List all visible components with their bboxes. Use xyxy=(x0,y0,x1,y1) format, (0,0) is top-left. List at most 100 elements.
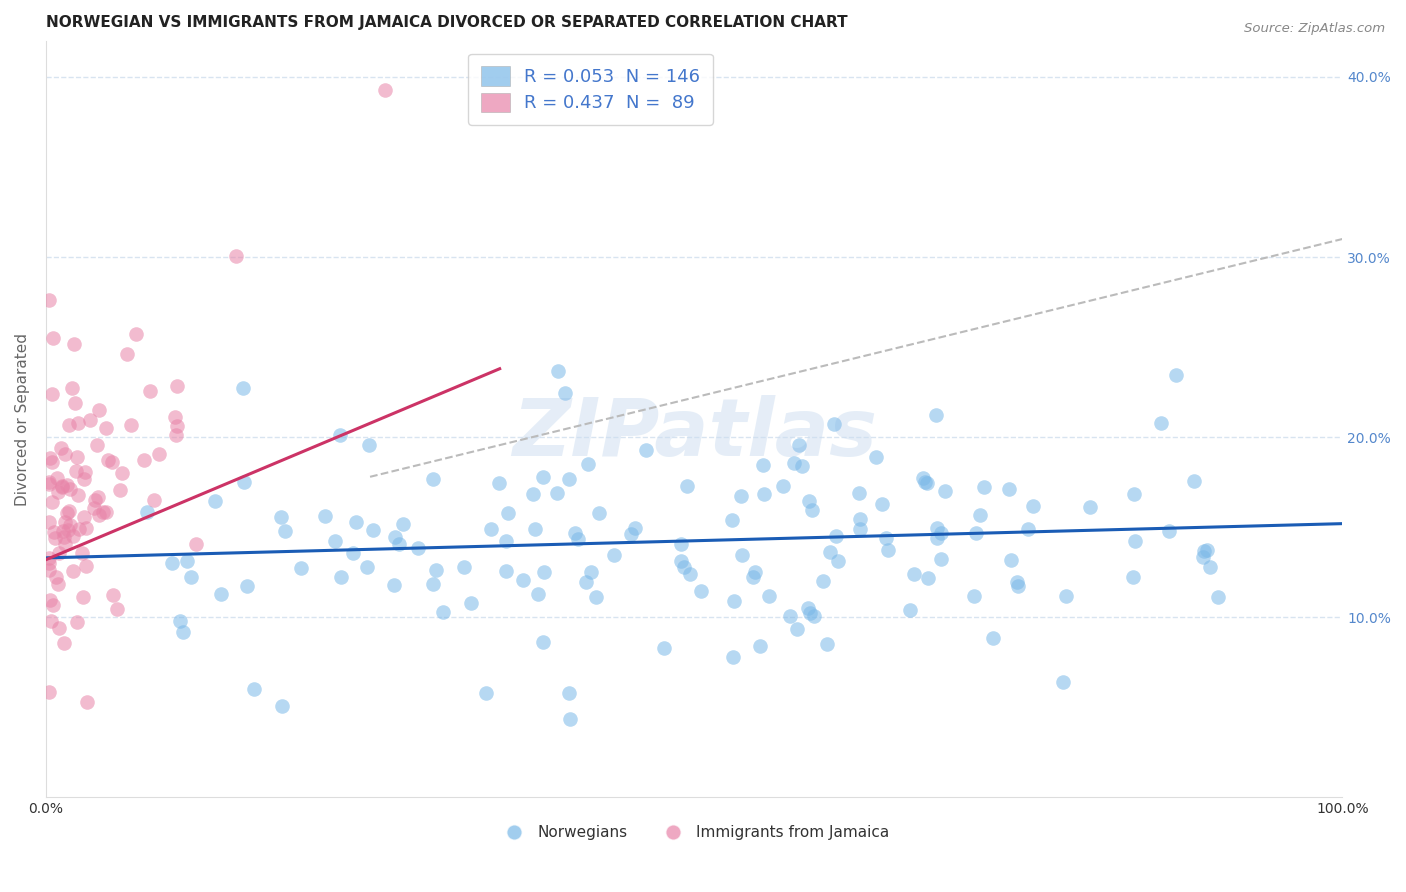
Point xyxy=(758,590,780,604)
Point xyxy=(827,554,849,568)
Point xyxy=(323,534,346,549)
Point xyxy=(94,505,117,519)
Point xyxy=(1192,549,1215,564)
Point xyxy=(495,534,517,549)
Text: ZIPatlas: ZIPatlas xyxy=(512,395,876,474)
Point xyxy=(39,615,62,629)
Point xyxy=(672,560,695,574)
Point xyxy=(475,686,498,700)
Point xyxy=(790,458,813,473)
Point xyxy=(652,641,675,656)
Point xyxy=(392,517,415,532)
Point xyxy=(166,419,188,434)
Point xyxy=(209,587,232,601)
Point xyxy=(172,624,194,639)
Point xyxy=(560,712,582,726)
Point xyxy=(76,695,98,709)
Point xyxy=(100,455,122,469)
Point xyxy=(52,524,75,538)
Point xyxy=(1149,416,1171,430)
Point xyxy=(83,493,105,508)
Point xyxy=(533,565,555,579)
Point xyxy=(547,364,569,378)
Point xyxy=(495,564,517,578)
Point xyxy=(620,527,643,541)
Point xyxy=(46,471,69,485)
Point xyxy=(981,631,1004,645)
Point xyxy=(965,525,987,540)
Point xyxy=(1122,569,1144,583)
Point xyxy=(1078,500,1101,514)
Point xyxy=(554,385,576,400)
Point xyxy=(49,441,72,455)
Point xyxy=(62,564,84,578)
Point xyxy=(382,578,405,592)
Point xyxy=(388,537,411,551)
Point xyxy=(67,522,90,536)
Point xyxy=(567,532,589,546)
Point xyxy=(42,599,65,613)
Point xyxy=(803,609,825,624)
Point xyxy=(998,483,1021,497)
Point xyxy=(512,573,534,587)
Point xyxy=(1017,522,1039,536)
Point xyxy=(46,485,69,500)
Point xyxy=(744,565,766,579)
Point xyxy=(823,417,845,431)
Point xyxy=(180,570,202,584)
Point xyxy=(165,410,187,425)
Point xyxy=(973,480,995,494)
Point xyxy=(314,508,336,523)
Point xyxy=(1000,553,1022,567)
Point xyxy=(865,450,887,464)
Point xyxy=(690,583,713,598)
Point xyxy=(453,560,475,574)
Point xyxy=(903,567,925,582)
Point xyxy=(875,531,897,545)
Point xyxy=(58,504,80,518)
Point xyxy=(274,524,297,538)
Point xyxy=(329,569,352,583)
Point xyxy=(132,452,155,467)
Point xyxy=(143,493,166,508)
Point xyxy=(120,418,142,433)
Point xyxy=(752,487,775,501)
Point xyxy=(55,506,77,520)
Text: NORWEGIAN VS IMMIGRANTS FROM JAMAICA DIVORCED OR SEPARATED CORRELATION CHART: NORWEGIAN VS IMMIGRANTS FROM JAMAICA DIV… xyxy=(46,15,848,30)
Point xyxy=(79,413,101,427)
Point xyxy=(39,592,62,607)
Point xyxy=(55,478,77,492)
Point xyxy=(270,698,292,713)
Point xyxy=(581,565,603,579)
Point xyxy=(51,479,73,493)
Point xyxy=(927,531,949,545)
Point xyxy=(779,608,801,623)
Point xyxy=(585,591,607,605)
Point xyxy=(564,525,586,540)
Point xyxy=(329,428,352,442)
Point xyxy=(752,458,775,472)
Point xyxy=(204,493,226,508)
Point xyxy=(38,515,60,529)
Point xyxy=(1022,499,1045,513)
Point xyxy=(72,472,94,486)
Point xyxy=(523,522,546,536)
Point xyxy=(460,595,482,609)
Point xyxy=(481,522,503,536)
Point xyxy=(934,484,956,499)
Point xyxy=(105,602,128,616)
Point xyxy=(38,293,60,307)
Point xyxy=(676,478,699,492)
Point xyxy=(58,524,80,538)
Point xyxy=(108,483,131,497)
Point xyxy=(361,523,384,537)
Point xyxy=(63,395,86,409)
Point xyxy=(963,589,986,603)
Point xyxy=(1123,534,1146,549)
Point xyxy=(929,525,952,540)
Point xyxy=(669,536,692,550)
Point xyxy=(357,438,380,452)
Point xyxy=(186,537,208,551)
Point xyxy=(522,487,544,501)
Point xyxy=(65,464,87,478)
